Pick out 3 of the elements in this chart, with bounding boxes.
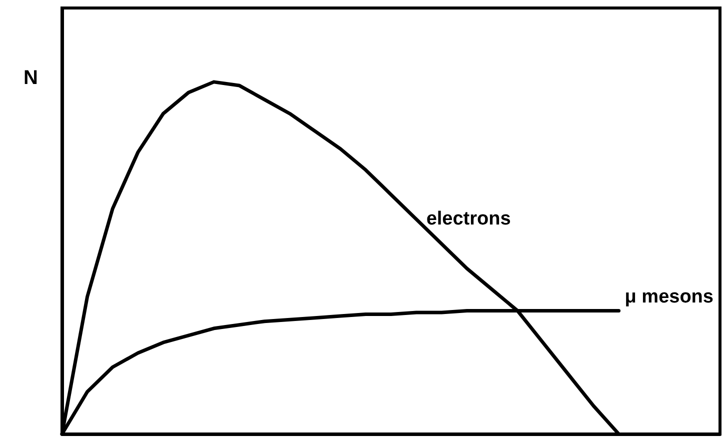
y-axis-title: N bbox=[24, 67, 38, 89]
series-label: electrons bbox=[426, 208, 511, 230]
series-label: μ mesons bbox=[624, 286, 714, 308]
